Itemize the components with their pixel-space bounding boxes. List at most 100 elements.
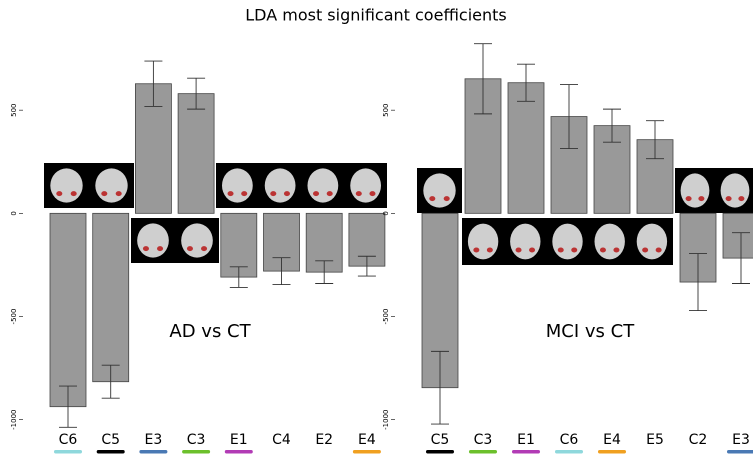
brain-region [613, 247, 620, 253]
brain-slice [467, 223, 499, 260]
x-tick-label: E4 [603, 432, 621, 448]
y-tick-label: 0 [10, 211, 18, 215]
brain-region [473, 247, 480, 253]
label-underline [469, 450, 497, 454]
x-tick-label: E1 [230, 432, 248, 448]
brain-region [326, 191, 333, 197]
bar [49, 212, 87, 408]
brain-region [369, 191, 376, 197]
label-underline [512, 450, 540, 454]
error-bar [315, 260, 334, 284]
y-tick-label: 500 [10, 103, 18, 116]
brain-slice [552, 223, 583, 260]
brain-region [529, 247, 536, 253]
label-underline [96, 450, 125, 454]
brain-region [355, 191, 362, 197]
error-bar [272, 257, 291, 285]
brain-slice [636, 223, 668, 260]
error-bar [560, 84, 578, 149]
y-tick-label: -500 [382, 309, 390, 325]
brain-region [283, 191, 290, 197]
error-bar [101, 364, 120, 399]
x-tick-label: C2 [689, 432, 708, 448]
y-tick-label: 500 [382, 103, 390, 116]
x-tick-label: E5 [646, 432, 664, 448]
x-tick-label: E3 [145, 432, 163, 448]
error-bar [357, 255, 376, 277]
annotation: MCI vs CT [546, 321, 635, 342]
bar [722, 212, 753, 259]
brain-slice [181, 223, 213, 258]
x-tick-label: E4 [358, 432, 376, 448]
x-tick-label: C4 [272, 432, 291, 448]
brain-region [115, 191, 122, 197]
label-underline [727, 450, 753, 454]
error-bar [517, 63, 535, 102]
x-tick-label: E2 [315, 432, 333, 448]
label-underline [139, 450, 168, 454]
error-bar [229, 266, 248, 288]
error-bar [431, 350, 449, 425]
brain-region [101, 191, 108, 197]
brain-region [227, 191, 234, 197]
brain-region [70, 191, 77, 197]
label-underline [352, 450, 381, 454]
x-tick-label: E3 [732, 432, 750, 448]
label-underline [555, 450, 583, 454]
label-underline [598, 450, 626, 454]
brain-region [186, 246, 193, 252]
brain-slice [350, 168, 382, 203]
label-underline [426, 450, 454, 454]
brain-region [56, 191, 63, 197]
error-bar [603, 108, 621, 143]
brain-region [201, 246, 208, 252]
brain-region [557, 247, 564, 253]
y-tick-label: 0 [382, 211, 390, 215]
brain-region [738, 196, 745, 202]
bar [507, 82, 545, 214]
y-tick-label: -500 [10, 309, 18, 325]
brain-region [270, 191, 277, 197]
error-bar [59, 385, 77, 428]
error-bar [144, 60, 163, 107]
brain-region [486, 247, 493, 253]
label-underline [182, 450, 211, 454]
brain-slice [50, 168, 83, 203]
brain-images [44, 163, 753, 265]
brain-region [515, 247, 522, 253]
brain-slice [423, 173, 456, 208]
x-tick-label: E1 [517, 432, 535, 448]
x-tick-label: C6 [59, 432, 78, 448]
brain-region [429, 196, 436, 202]
brain-region [241, 191, 248, 197]
x-tick-label: C5 [431, 432, 450, 448]
brain-slice [221, 168, 253, 203]
chart-title: LDA most significant coefficients [245, 6, 507, 25]
brain-slice [137, 223, 169, 258]
x-tick-label: C3 [187, 432, 206, 448]
y-tick-label: -1000 [382, 410, 390, 430]
bar [92, 212, 130, 383]
brain-region [599, 247, 606, 253]
brain-slice [594, 223, 625, 260]
annotation: AD vs CT [169, 321, 251, 342]
y-tick-label: -1000 [10, 410, 18, 430]
error-bar [474, 43, 492, 115]
brain-region [443, 196, 450, 202]
brain-slice [307, 168, 339, 203]
x-tick-label: C6 [560, 432, 579, 448]
bar [177, 93, 215, 214]
brain-slice [510, 223, 541, 260]
brain-region [725, 196, 732, 202]
brain-region [142, 246, 149, 252]
brain-slice [720, 173, 750, 208]
error-bar [646, 120, 664, 160]
brain-region [698, 196, 705, 202]
brain-slice [95, 168, 128, 203]
brain-region [685, 196, 692, 202]
error-bar [689, 253, 707, 311]
brain-region [571, 247, 578, 253]
error-bar [187, 77, 206, 110]
brain-slice [680, 173, 710, 208]
